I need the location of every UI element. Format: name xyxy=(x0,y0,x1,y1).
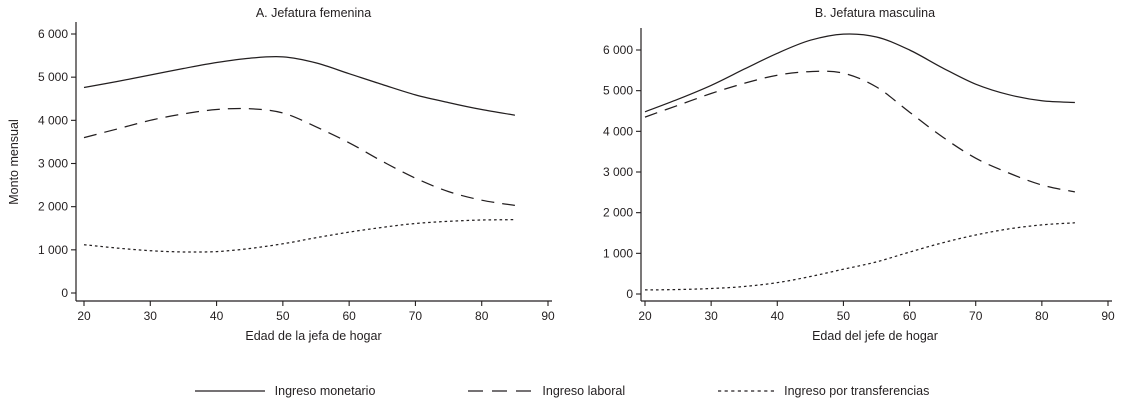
y-tick-label: 2 000 xyxy=(603,206,633,220)
panel-title-female: A. Jefatura femenina xyxy=(255,6,372,20)
x-tick-label: 60 xyxy=(903,309,917,323)
y-tick-label: 5 000 xyxy=(38,70,68,84)
x-tick-label: 40 xyxy=(210,309,224,323)
x-tick-label: 90 xyxy=(1101,309,1115,323)
y-tick-label: 4 000 xyxy=(603,124,633,138)
series-line-long-dash xyxy=(644,70,1076,193)
legend-item-monetario: Ingreso monetario xyxy=(194,384,376,398)
y-tick-label: 0 xyxy=(626,287,633,301)
y-axis-label: Monto mensual xyxy=(7,119,21,205)
plot-area-male: 0 1 000 2 000 3 000 4 000 5 000 6 000 20 30 40 50 6… xyxy=(603,28,1115,323)
x-tick-label: 80 xyxy=(1035,309,1049,323)
series-line-short-dash xyxy=(83,218,515,253)
long-dash-line-sample-icon xyxy=(468,390,533,392)
y-tick-label: 3 000 xyxy=(38,157,68,171)
legend-label-laboral: Ingreso laboral xyxy=(542,384,626,398)
x-tick-label: 50 xyxy=(837,309,851,323)
x-tick-label: 30 xyxy=(704,309,718,323)
legend-item-laboral: Ingreso laboral xyxy=(467,384,625,398)
x-tick-label: 50 xyxy=(276,309,290,323)
y-tick-label: 5 000 xyxy=(603,84,633,98)
y-tick-label: 2 000 xyxy=(38,200,68,214)
solid-line-sample-icon xyxy=(194,390,265,392)
x-axis-label-female: Edad de la jefa de hogar xyxy=(245,329,382,343)
x-tick-label: 30 xyxy=(144,309,158,323)
series-line-short-dash xyxy=(644,222,1075,291)
short-dash-line-sample-icon xyxy=(718,390,775,392)
y-tick-label: 4 000 xyxy=(38,113,68,127)
series-line-long-dash xyxy=(83,107,515,207)
y-tick-label: 3 000 xyxy=(603,165,633,179)
y-tick-label: 6 000 xyxy=(603,43,633,57)
legend-item-transferencias: Ingreso por transferencias xyxy=(717,384,929,398)
x-tick-label: 40 xyxy=(771,309,785,323)
x-tick-label: 80 xyxy=(475,309,489,323)
x-tick-label: 70 xyxy=(969,309,983,323)
legend-label-transferencias: Ingreso por transferencias xyxy=(784,384,930,398)
panel-title-male: B. Jefatura masculina xyxy=(814,6,936,20)
x-tick-label: 90 xyxy=(541,309,555,323)
x-tick-label: 20 xyxy=(77,309,91,323)
series-line-solid xyxy=(83,56,516,116)
legend: Ingreso monetario Ingreso laboral Ingres… xyxy=(0,378,1123,404)
panel-female-headship: 0 1 000 2 000 3 000 4 000 5 000 6 000 20 30 40 50 6… xyxy=(0,0,561,360)
legend-label-monetario: Ingreso monetario xyxy=(274,384,376,398)
plot-area-female: 0 1 000 2 000 3 000 4 000 5 000 6 000 20 30 40 50 6… xyxy=(38,22,555,323)
x-tick-label: 60 xyxy=(342,309,356,323)
y-tick-label: 0 xyxy=(61,286,68,300)
series-line-solid xyxy=(644,33,1075,113)
x-tick-label: 20 xyxy=(638,309,652,323)
y-tick-label: 1 000 xyxy=(603,246,633,260)
panel-male-headship: 0 1 000 2 000 3 000 4 000 5 000 6 000 20 30 40 50 6… xyxy=(561,0,1123,360)
x-tick-label: 70 xyxy=(409,309,423,323)
y-tick-label: 1 000 xyxy=(38,243,68,257)
y-tick-label: 6 000 xyxy=(38,27,68,41)
x-axis-label-male: Edad del jefe de hogar xyxy=(812,329,938,343)
